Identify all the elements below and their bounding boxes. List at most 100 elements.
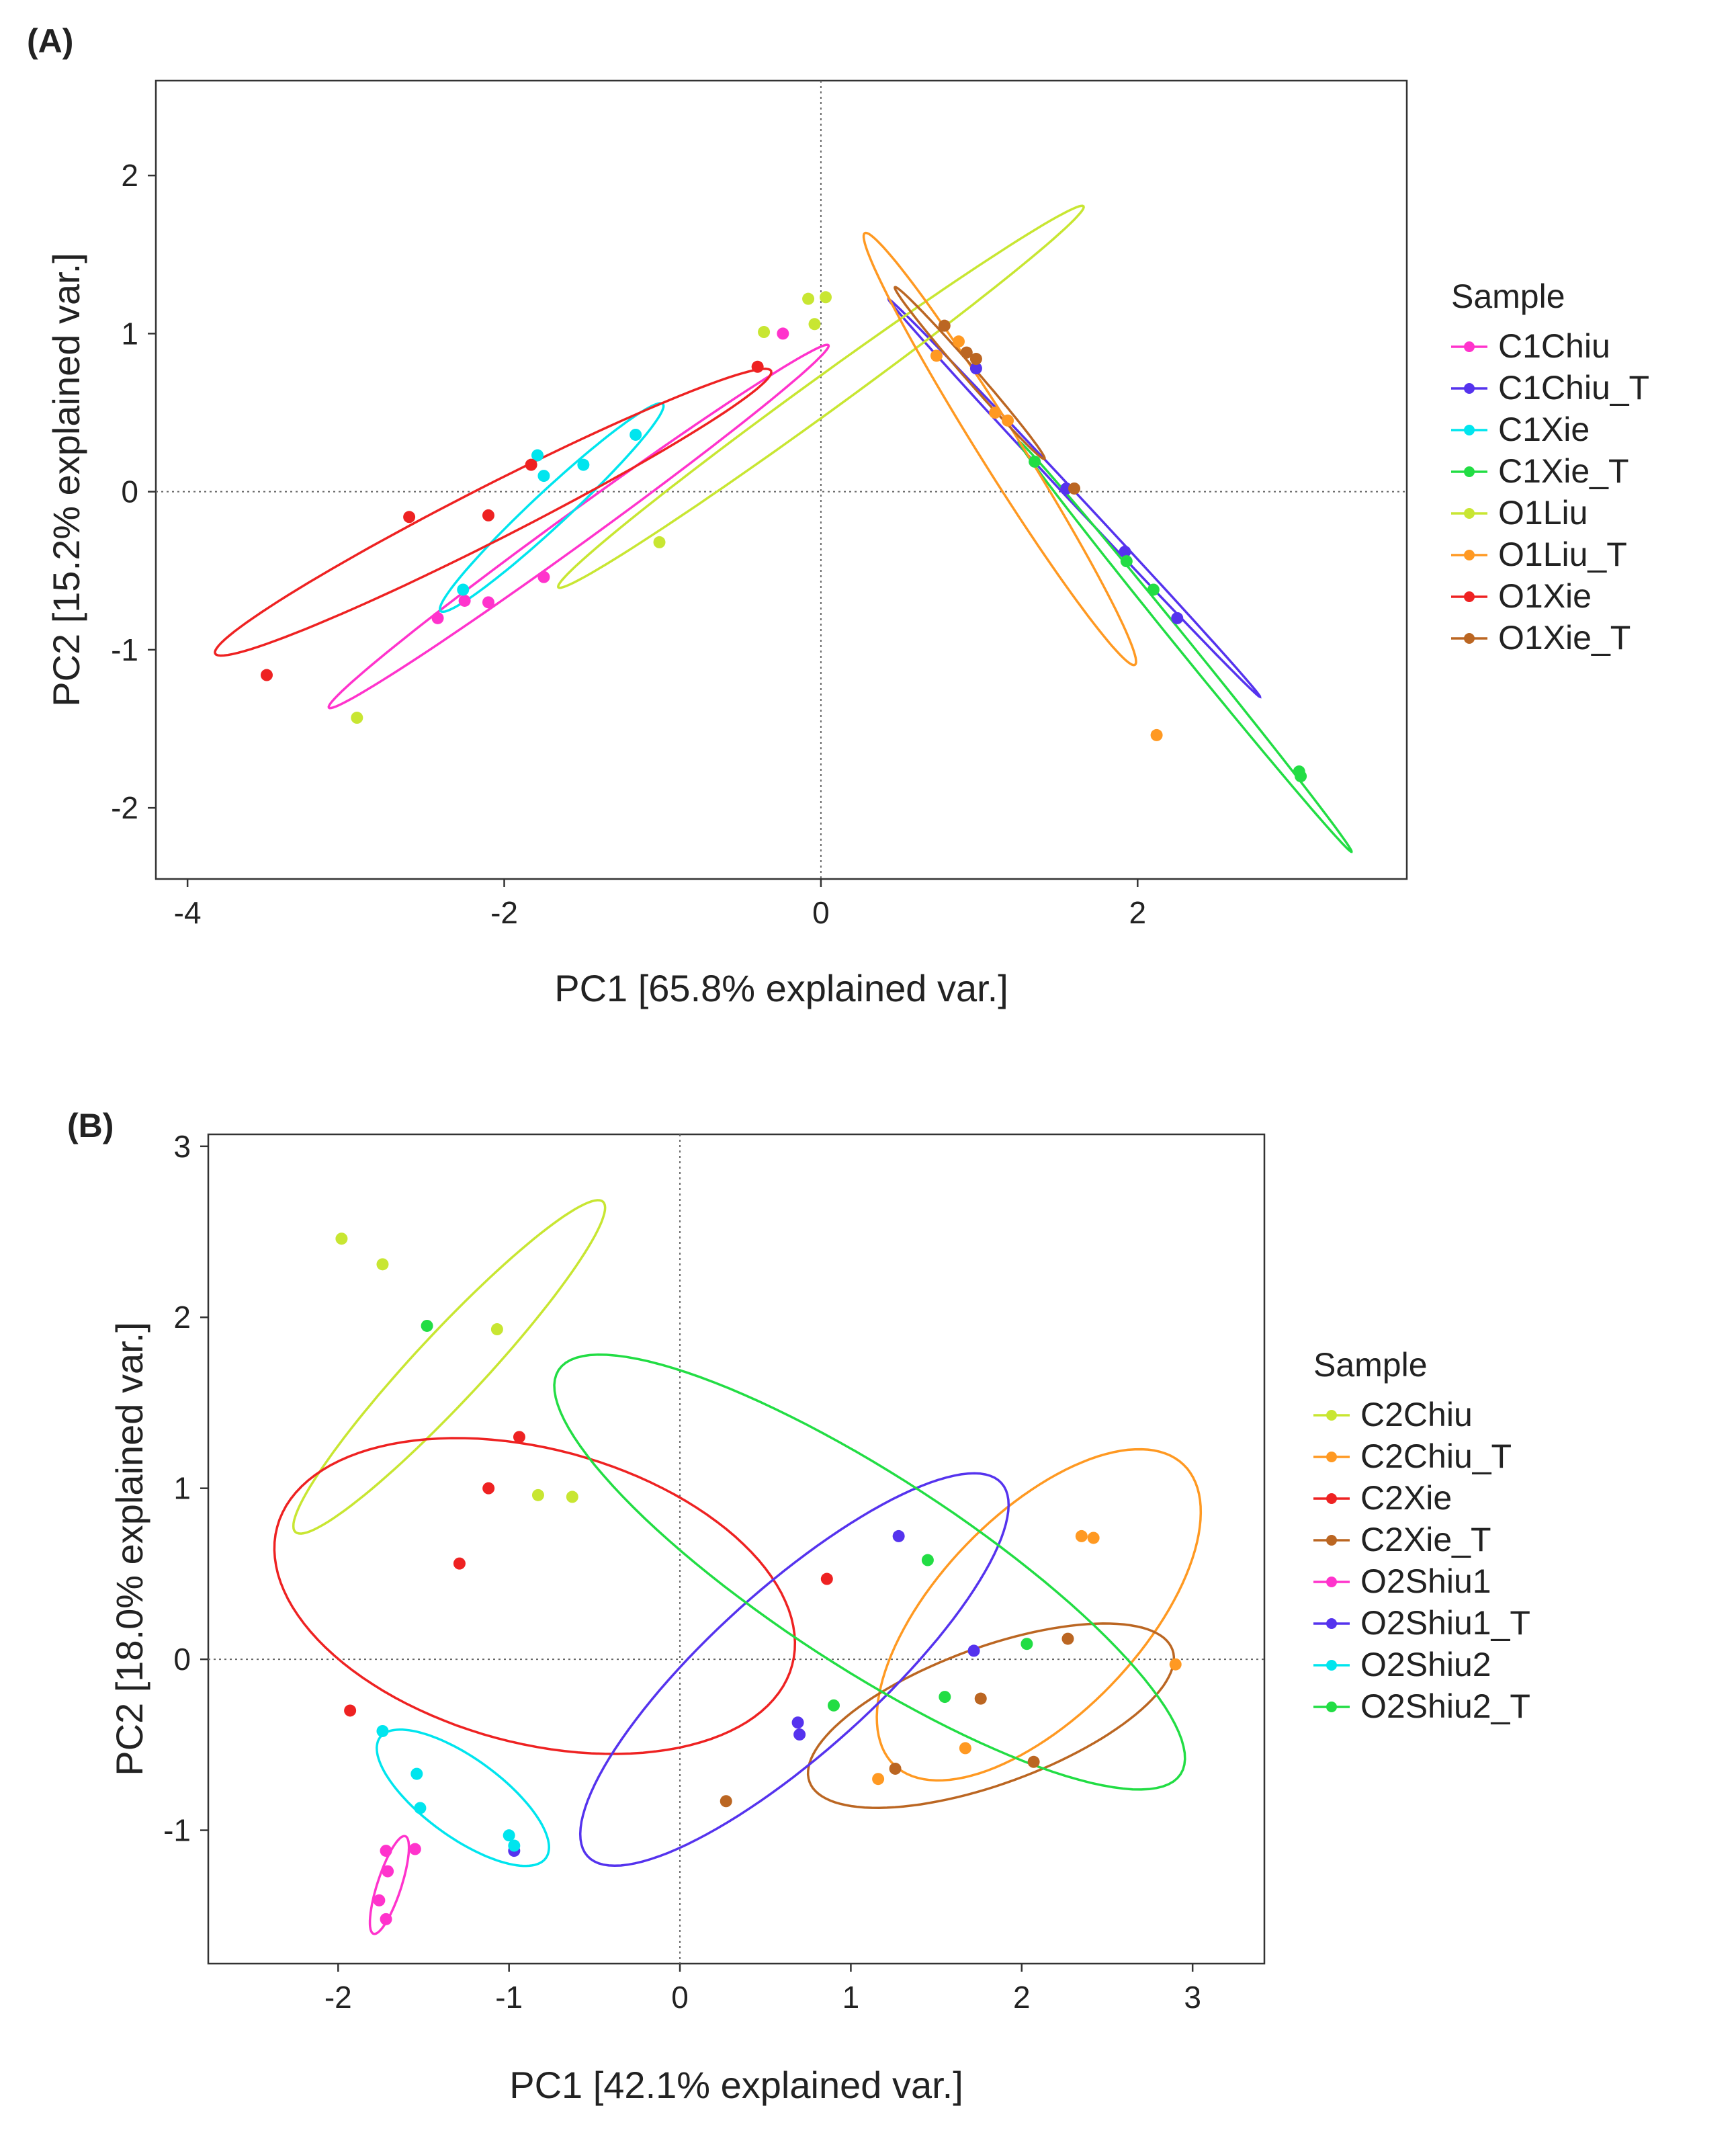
data-point-O1Liu_T — [989, 407, 1002, 419]
data-point-O2Shiu2_T — [827, 1699, 840, 1712]
data-point-O2Shiu1_T — [793, 1728, 806, 1741]
confidence-ellipse-O1Liu_T — [862, 231, 1137, 667]
data-point-C2Xie — [344, 1704, 357, 1717]
x-tick-label: 3 — [1184, 1980, 1201, 2015]
data-point-O2Shiu2 — [508, 1839, 521, 1852]
legend-marker-O2Shiu2 — [1326, 1660, 1337, 1671]
data-point-C2Chiu — [531, 1489, 544, 1501]
pca-panel-a: -4 -2 0 2 -2 -1 0 1 2 PC1 [65.8% explained var.] P… — [45, 79, 1649, 1009]
confidence-ellipse-C2Xie — [273, 1437, 797, 1755]
x-tick-label: -2 — [324, 1980, 352, 2015]
data-point-O2Shiu2 — [503, 1829, 515, 1842]
data-point-C1Chiu — [482, 596, 494, 609]
data-point-C1Xie_T — [1147, 583, 1160, 596]
data-point-C1Chiu — [537, 571, 550, 583]
data-point-C2Chiu_T — [872, 1773, 885, 1786]
pca-panel-b: -2 -1 0 1 2 3 -1 0 1 2 3 PC1 [42.1% explained var.]… — [108, 1129, 1530, 2106]
data-point-O1Liu — [653, 536, 666, 548]
data-point-O2Shiu1 — [382, 1865, 394, 1878]
legend-marker-O2Shiu2_T — [1326, 1702, 1337, 1712]
confidence-ellipse-O2Shiu2_T — [553, 1353, 1186, 1791]
data-point-C2Xie_T — [974, 1692, 987, 1705]
data-point-O1Liu — [802, 292, 815, 305]
y-tick-label: -2 — [111, 790, 138, 825]
y-tick-label: 3 — [173, 1129, 191, 1164]
data-point-C1Xie — [531, 449, 544, 462]
x-tick-label: -2 — [490, 895, 518, 930]
data-point-O1Liu — [351, 712, 363, 724]
data-point-C2Xie — [820, 1573, 833, 1585]
data-point-C2Xie_T — [720, 1795, 732, 1808]
data-point-O1Xie_T — [969, 353, 982, 366]
legend-label-C2Xie_T: C2Xie_T — [1360, 1521, 1491, 1558]
data-point-O1Liu_T — [1150, 728, 1163, 741]
data-point-C2Xie — [513, 1431, 525, 1443]
x-tick-label: -4 — [174, 895, 202, 930]
legend-marker-O1Liu — [1464, 508, 1475, 519]
legend-title: Sample — [1451, 278, 1565, 315]
legend-marker-O1Xie_T — [1464, 633, 1475, 644]
data-point-O2Shiu2_T — [421, 1319, 433, 1332]
data-point-O2Shiu1 — [380, 1913, 392, 1925]
data-point-O1Xie — [403, 511, 416, 523]
data-point-C1Xie — [577, 458, 590, 471]
panel-label-a: (A) — [27, 22, 73, 60]
data-point-C1Chiu — [777, 327, 789, 340]
data-point-O1Liu_T — [930, 349, 943, 362]
data-point-C2Xie — [482, 1482, 495, 1495]
data-point-C2Xie_T — [889, 1762, 902, 1775]
data-point-O2Shiu1_T — [967, 1644, 980, 1657]
legend-marker-O1Xie — [1464, 591, 1475, 602]
legend-marker-C1Chiu_T — [1464, 383, 1475, 394]
data-point-C1Xie_T — [1295, 770, 1307, 783]
data-point-C1Xie — [537, 470, 550, 483]
legend-marker-C2Chiu — [1326, 1410, 1337, 1421]
data-point-C2Xie — [453, 1557, 466, 1570]
legend-label-C1Xie: C1Xie — [1498, 411, 1590, 448]
data-point-O2Shiu2_T — [1021, 1638, 1033, 1650]
legend-marker-C1Chiu — [1464, 341, 1475, 352]
y-axis-label: PC2 [15.2% explained var.] — [45, 253, 87, 707]
data-point-O1Liu — [819, 291, 832, 304]
data-point-C1Chiu_T — [1171, 612, 1184, 624]
x-tick-label: 0 — [671, 1980, 689, 2015]
data-point-O2Shiu1 — [408, 1843, 421, 1855]
legend-label-O2Shiu2_T: O2Shiu2_T — [1360, 1687, 1530, 1725]
data-point-O1Liu — [808, 318, 821, 331]
data-point-O2Shiu2 — [410, 1767, 423, 1780]
legend-label-C2Chiu_T: C2Chiu_T — [1360, 1437, 1512, 1475]
data-point-O1Xie — [525, 458, 537, 471]
data-point-O1Xie_T — [1068, 482, 1081, 495]
x-tick-label: -1 — [495, 1980, 523, 2015]
data-point-C2Chiu_T — [1087, 1532, 1100, 1544]
legend-label-C1Xie_T: C1Xie_T — [1498, 452, 1629, 490]
y-tick-label: -1 — [163, 1813, 191, 1848]
data-point-O1Xie — [751, 360, 764, 373]
y-axis-label: PC2 [18.0% explained var.] — [108, 1322, 150, 1776]
legend-marker-O2Shiu1_T — [1326, 1618, 1337, 1629]
legend-marker-C2Chiu_T — [1326, 1452, 1337, 1462]
data-point-O1Liu_T — [1002, 414, 1014, 427]
data-point-C2Chiu_T — [1169, 1658, 1182, 1671]
legend-label-O1Liu: O1Liu — [1498, 494, 1588, 532]
legend-marker-C1Xie — [1464, 425, 1475, 435]
legend-label-C2Chiu: C2Chiu — [1360, 1396, 1473, 1433]
data-point-O2Shiu2 — [414, 1802, 427, 1814]
confidence-ellipse-C1Chiu — [327, 343, 830, 710]
confidence-ellipse-O2Shiu1 — [368, 1835, 410, 1935]
data-point-C2Chiu_T — [959, 1742, 971, 1755]
data-point-C2Chiu — [376, 1258, 389, 1271]
data-point-C2Chiu — [490, 1323, 503, 1336]
data-point-O1Xie_T — [960, 346, 973, 359]
data-point-O2Shiu1 — [373, 1894, 386, 1906]
legend-marker-C1Xie_T — [1464, 466, 1475, 477]
legend-label-O1Xie_T: O1Xie_T — [1498, 619, 1631, 657]
x-axis-label: PC1 [65.8% explained var.] — [554, 967, 1008, 1009]
data-point-C1Chiu — [431, 612, 444, 624]
confidence-ellipse-C2Chiu — [292, 1199, 607, 1535]
legend-label-C1Chiu_T: C1Chiu_T — [1498, 369, 1649, 407]
x-tick-label: 2 — [1013, 1980, 1031, 2015]
legend-label-O2Shiu1_T: O2Shiu1_T — [1360, 1604, 1530, 1642]
y-tick-label: 0 — [173, 1642, 191, 1677]
